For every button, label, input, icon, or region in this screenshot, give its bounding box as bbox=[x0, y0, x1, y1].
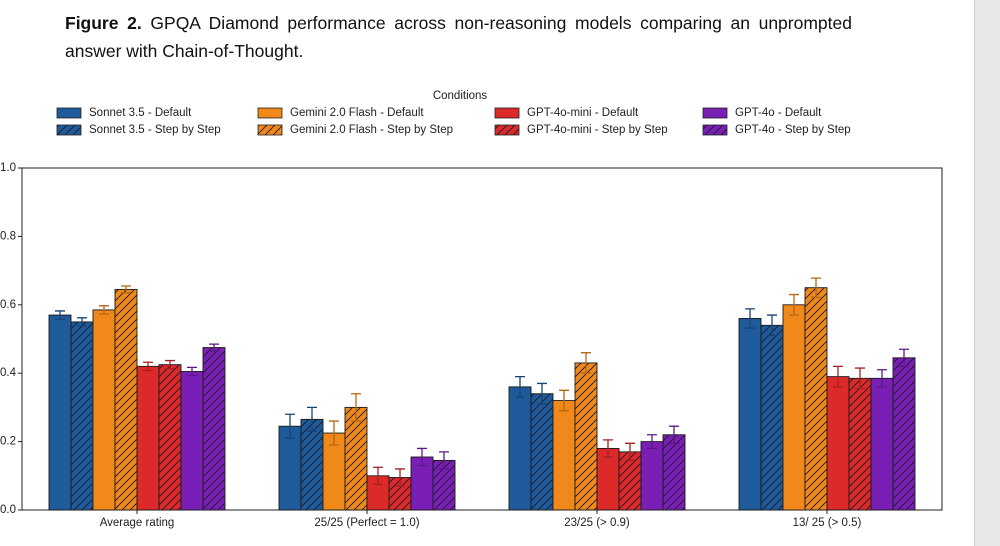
bar bbox=[574, 362, 598, 511]
error-bar bbox=[515, 375, 525, 398]
error-bar bbox=[307, 406, 317, 432]
bar bbox=[180, 371, 204, 511]
error-bar bbox=[187, 366, 197, 377]
error-bar bbox=[877, 369, 887, 388]
error-bar bbox=[351, 393, 361, 422]
bar bbox=[760, 324, 784, 511]
legend-swatch bbox=[702, 124, 728, 136]
legend-swatch bbox=[257, 124, 283, 136]
y-tick-label: 0.0 bbox=[0, 504, 16, 516]
bar bbox=[70, 321, 94, 511]
bar bbox=[136, 365, 160, 511]
bar bbox=[848, 377, 872, 511]
x-tick-label: 25/25 (Perfect = 1.0) bbox=[314, 517, 419, 529]
x-tick-label: Average rating bbox=[100, 517, 175, 529]
error-bar bbox=[647, 434, 657, 450]
error-bar bbox=[55, 310, 65, 320]
error-bar bbox=[99, 305, 109, 315]
bar bbox=[662, 434, 686, 511]
bar bbox=[552, 400, 576, 511]
y-tick-label: 1.0 bbox=[0, 162, 16, 174]
bar bbox=[158, 364, 182, 511]
y-tick-label: 0.6 bbox=[0, 299, 16, 311]
bar bbox=[892, 357, 916, 511]
bar bbox=[530, 393, 554, 511]
legend-label: GPT-4o-mini - Step by Step bbox=[527, 124, 668, 136]
bar bbox=[826, 376, 850, 511]
error-bar bbox=[789, 293, 799, 316]
error-bar bbox=[537, 382, 547, 405]
legend-label: Sonnet 3.5 - Default bbox=[89, 107, 192, 119]
error-bar bbox=[811, 277, 821, 298]
caption-label: Figure 2. bbox=[65, 13, 142, 33]
error-bar bbox=[603, 439, 613, 458]
bar bbox=[114, 288, 138, 511]
legend-swatch bbox=[56, 107, 82, 119]
error-bar bbox=[669, 425, 679, 444]
legend-label: Gemini 2.0 Flash - Default bbox=[290, 107, 424, 119]
error-bar bbox=[581, 352, 591, 374]
bar bbox=[596, 447, 620, 511]
legend-label: GPT-4o-mini - Default bbox=[527, 107, 639, 119]
error-bar bbox=[439, 451, 449, 470]
error-bar bbox=[285, 413, 295, 439]
legend-swatch bbox=[257, 107, 283, 119]
bar bbox=[508, 386, 532, 511]
error-bar bbox=[395, 468, 405, 487]
bar bbox=[92, 309, 116, 511]
legend-swatch bbox=[56, 124, 82, 136]
error-bar bbox=[559, 389, 569, 412]
bar bbox=[640, 441, 664, 511]
legend-label: Sonnet 3.5 - Step by Step bbox=[89, 124, 221, 136]
error-bar bbox=[745, 308, 755, 329]
legend-swatch bbox=[494, 124, 520, 136]
caption-text: GPQA Diamond performance across non-reas… bbox=[65, 13, 852, 61]
error-bar bbox=[329, 420, 339, 446]
bar bbox=[48, 314, 72, 511]
error-bar bbox=[417, 447, 427, 467]
figure-caption: Figure 2. GPQA Diamond performance acros… bbox=[65, 9, 852, 65]
y-tick-label: 0.4 bbox=[0, 367, 17, 379]
bar bbox=[870, 377, 894, 511]
error-bar bbox=[625, 442, 635, 462]
legend-label: GPT-4o - Step by Step bbox=[735, 124, 851, 136]
bar bbox=[782, 304, 806, 511]
legend-label: Gemini 2.0 Flash - Step by Step bbox=[290, 124, 453, 136]
legend-swatch bbox=[494, 107, 520, 119]
x-tick-label: 23/25 (> 0.9) bbox=[564, 517, 630, 529]
legend-swatch bbox=[702, 107, 728, 119]
error-bar bbox=[143, 361, 153, 372]
error-bar bbox=[767, 314, 777, 337]
error-bar bbox=[855, 367, 865, 390]
bar bbox=[804, 287, 828, 511]
error-bar bbox=[373, 466, 383, 485]
error-bar bbox=[209, 343, 219, 352]
page-edge bbox=[974, 0, 1000, 546]
error-bar bbox=[77, 317, 87, 327]
plot-frame bbox=[21, 167, 943, 511]
error-bar bbox=[899, 348, 909, 368]
legend-label: GPT-4o - Default bbox=[735, 107, 822, 119]
bar bbox=[202, 347, 226, 511]
bar bbox=[300, 418, 324, 511]
chart: Conditions 0.0 0.2 0.4 0.6 0.8 1.0 Sonnet 3.5 … bbox=[0, 90, 943, 529]
x-tick-label: 13/ 25 (> 0.5) bbox=[793, 517, 862, 529]
error-bar bbox=[121, 285, 131, 294]
error-bar bbox=[165, 359, 175, 370]
y-tick-label: 0.2 bbox=[0, 436, 16, 448]
bar bbox=[344, 406, 368, 511]
legend-title: Conditions bbox=[433, 90, 488, 102]
bar bbox=[738, 318, 762, 511]
y-tick-label: 0.8 bbox=[0, 230, 16, 242]
error-bar bbox=[833, 365, 843, 388]
